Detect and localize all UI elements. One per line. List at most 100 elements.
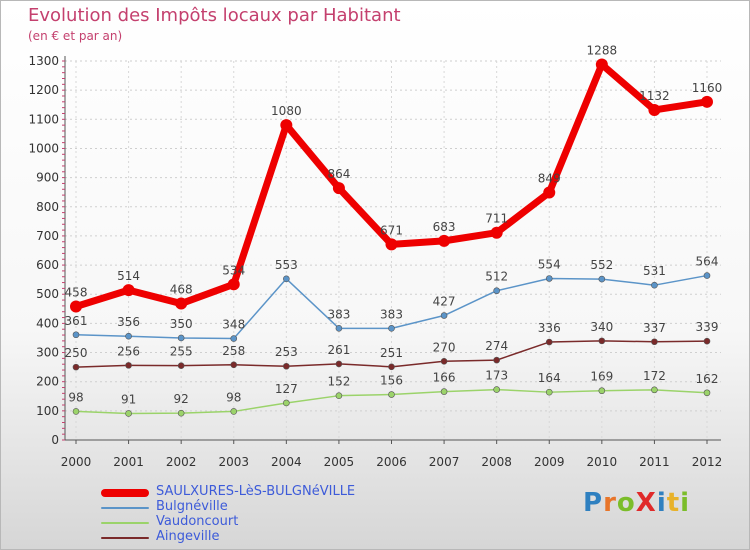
logo-letter: r (603, 488, 617, 518)
data-label: 514 (117, 269, 140, 283)
data-point (598, 337, 606, 345)
data-label: 91 (121, 392, 136, 406)
data-label: 1132 (639, 89, 670, 103)
y-tick-label: 400 (36, 316, 59, 330)
data-label: 92 (174, 392, 189, 406)
data-label: 671 (380, 223, 403, 237)
data-point (283, 275, 290, 283)
data-label: 173 (485, 369, 508, 383)
data-point (280, 119, 293, 132)
legend-swatch (101, 522, 149, 524)
chart-title: Evolution des Impôts locaux par Habitant (28, 5, 401, 26)
data-point (177, 334, 185, 342)
data-label: 554 (538, 257, 561, 271)
data-point (177, 409, 185, 417)
data-label: 98 (226, 390, 241, 404)
logo-letter: P (583, 488, 604, 518)
data-point (125, 362, 132, 369)
data-label: 337 (643, 321, 666, 335)
data-label: 361 (65, 314, 88, 328)
y-tick-label: 700 (36, 229, 59, 243)
data-label: 1160 (692, 81, 723, 95)
legend-swatch (101, 489, 149, 497)
legend-label: SAULXURES-LèS-BULGNéVILLE (156, 484, 356, 499)
x-tick-label: 2000 (61, 455, 92, 469)
data-label: 383 (327, 307, 350, 321)
data-label: 258 (222, 344, 245, 358)
data-label: 849 (538, 171, 561, 185)
y-tick-label: 900 (36, 171, 59, 185)
data-point (72, 363, 80, 371)
data-point (438, 234, 451, 247)
data-point (125, 332, 132, 340)
data-label: 127 (275, 382, 298, 396)
legend-label: Vaudoncourt (156, 514, 239, 529)
data-label: 339 (696, 320, 719, 334)
data-point (230, 361, 238, 369)
y-tick-label: 600 (36, 258, 59, 272)
data-point (388, 325, 395, 332)
data-point (595, 58, 608, 71)
data-point (703, 272, 711, 279)
data-point (227, 278, 240, 291)
data-label: 383 (380, 307, 403, 321)
data-label: 553 (275, 258, 298, 272)
data-label: 350 (170, 317, 193, 331)
logo-letter: X (635, 488, 657, 518)
data-point (283, 362, 290, 370)
data-point (230, 408, 238, 415)
x-tick-label: 2001 (113, 455, 144, 469)
legend-item: Bulgnéville (101, 499, 401, 515)
data-label: 172 (643, 369, 666, 383)
data-point (335, 360, 343, 368)
data-label: 427 (433, 295, 456, 309)
data-point (493, 287, 500, 295)
data-label: 552 (590, 258, 613, 272)
data-point (545, 388, 553, 396)
logo-letter: o (616, 488, 636, 518)
data-point (493, 356, 500, 364)
logo-letter: t (666, 488, 681, 518)
data-label: 683 (433, 220, 456, 234)
data-point (703, 389, 711, 397)
legend-item: SAULXURES-LèS-BULGNéVILLE (101, 484, 401, 500)
y-tick-label: 0 (51, 433, 59, 447)
data-point (335, 325, 343, 332)
data-label: 274 (485, 339, 508, 353)
data-label: 1080 (271, 104, 302, 118)
data-point (125, 410, 132, 417)
data-point (701, 95, 713, 108)
proxiti-logo: ProXiti (583, 488, 690, 518)
x-tick-label: 2011 (639, 455, 670, 469)
data-label: 356 (117, 315, 140, 329)
data-point (283, 399, 290, 407)
data-point (651, 281, 658, 289)
data-point (648, 103, 661, 116)
data-point (545, 338, 553, 346)
data-point (490, 226, 503, 239)
data-point (177, 362, 185, 369)
x-tick-label: 2012 (692, 455, 723, 469)
data-label: 152 (327, 375, 350, 389)
data-label: 531 (643, 264, 666, 278)
data-point (70, 300, 82, 313)
data-point (440, 357, 448, 365)
data-label: 711 (485, 212, 508, 226)
data-point (332, 182, 345, 195)
data-label: 251 (380, 346, 403, 360)
data-label: 864 (327, 167, 350, 181)
legend-label: Aingeville (156, 529, 220, 544)
x-tick-label: 2008 (481, 455, 512, 469)
data-point (72, 331, 80, 339)
data-point (543, 186, 556, 199)
legend-item: Aingeville (101, 529, 401, 545)
x-tick-label: 2006 (376, 455, 407, 469)
x-tick-label: 2010 (587, 455, 618, 469)
data-label: 348 (222, 318, 245, 332)
data-point (72, 408, 80, 415)
legend-label: Bulgnéville (156, 499, 228, 514)
data-point (230, 335, 238, 342)
x-tick-label: 2003 (218, 455, 249, 469)
y-tick-label: 1300 (28, 54, 59, 68)
data-label: 169 (590, 370, 613, 384)
